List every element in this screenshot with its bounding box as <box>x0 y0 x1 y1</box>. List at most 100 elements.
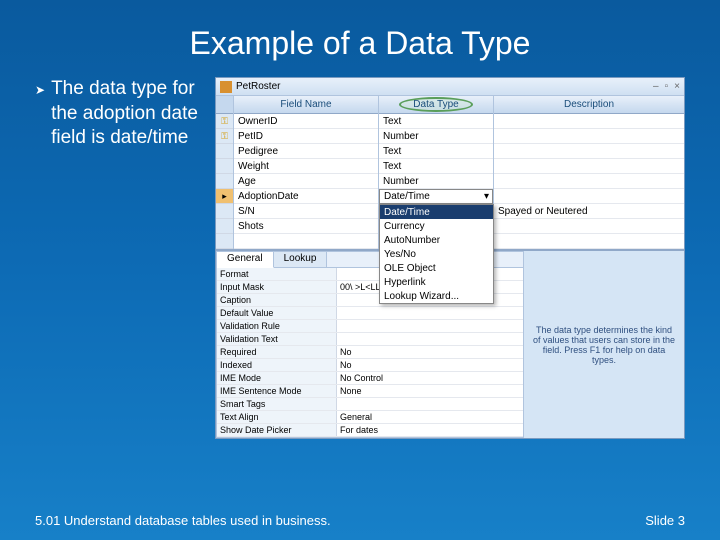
property-label: Validation Rule <box>217 320 337 332</box>
tab-general[interactable]: General <box>217 252 274 268</box>
hint-text: The data type determines the kind of val… <box>524 251 684 438</box>
property-label: Required <box>217 346 337 358</box>
row-selector-column: ⚿⚿ ▸ <box>216 96 234 249</box>
field-name-cell[interactable]: PetID <box>234 129 378 144</box>
close-icon[interactable]: × <box>674 81 680 92</box>
property-value[interactable] <box>337 333 523 345</box>
row-selector[interactable]: ⚿ <box>216 114 233 129</box>
maximize-icon[interactable]: ▫ <box>665 81 669 92</box>
dropdown-option[interactable]: Hyperlink <box>380 275 493 289</box>
property-label: IME Mode <box>217 372 337 384</box>
footer-right: Slide 3 <box>645 513 685 528</box>
data-type-dropdown[interactable]: Date/TimeCurrencyAutoNumberYes/NoOLE Obj… <box>379 204 494 304</box>
property-row: IndexedNo <box>217 359 523 372</box>
data-type-cell[interactable]: Text <box>379 159 493 174</box>
property-label: IME Sentence Mode <box>217 385 337 397</box>
row-selector[interactable] <box>216 219 233 234</box>
data-type-cell[interactable]: Text <box>379 114 493 129</box>
property-value[interactable] <box>337 307 523 319</box>
property-label: Validation Text <box>217 333 337 345</box>
field-design-grid: ⚿⚿ ▸ Field Name OwnerIDPetIDPedigreeWeigh… <box>216 96 684 249</box>
field-name-header: Field Name <box>234 96 378 114</box>
minimize-icon[interactable]: – <box>653 81 659 92</box>
property-row: Validation Rule <box>217 320 523 333</box>
screenshot-column: PetRoster – ▫ × ⚿⚿▸ Field Name OwnerIDPe… <box>215 77 685 439</box>
property-label: Indexed <box>217 359 337 371</box>
property-row: Smart Tags <box>217 398 523 411</box>
property-value[interactable]: General <box>337 411 523 423</box>
property-value[interactable] <box>337 398 523 410</box>
row-selector[interactable] <box>216 159 233 174</box>
bullet-column: ➤ The data type for the adoption date fi… <box>35 77 205 439</box>
data-type-column: Data Type TextNumberTextTextNumberDate/T… <box>379 96 494 249</box>
description-cell[interactable] <box>494 159 684 174</box>
row-selector[interactable] <box>216 144 233 159</box>
property-label: Show Date Picker <box>217 424 337 436</box>
field-name-cell[interactable]: S/N <box>234 204 378 219</box>
description-cell[interactable] <box>494 234 684 249</box>
field-name-cell[interactable]: Age <box>234 174 378 189</box>
tab-lookup[interactable]: Lookup <box>274 252 328 267</box>
property-label: Input Mask <box>217 281 337 293</box>
field-name-cell[interactable]: OwnerID <box>234 114 378 129</box>
dropdown-option[interactable]: Date/Time <box>380 205 493 219</box>
property-value[interactable]: For dates <box>337 424 523 436</box>
description-cell[interactable] <box>494 114 684 129</box>
description-cell[interactable] <box>494 189 684 204</box>
field-name-cell[interactable] <box>234 234 378 249</box>
access-table-design-window: PetRoster – ▫ × ⚿⚿▸ Field Name OwnerIDPe… <box>215 77 685 439</box>
description-cell[interactable] <box>494 219 684 234</box>
slide-title: Example of a Data Type <box>0 0 720 77</box>
property-label: Text Align <box>217 411 337 423</box>
data-type-cell[interactable]: Text <box>379 144 493 159</box>
dropdown-option[interactable]: Lookup Wizard... <box>380 289 493 303</box>
property-value[interactable]: No Control <box>337 372 523 384</box>
field-name-cell[interactable]: Pedigree <box>234 144 378 159</box>
property-row: Validation Text <box>217 333 523 346</box>
dropdown-option[interactable]: AutoNumber <box>380 233 493 247</box>
property-row: Default Value <box>217 307 523 320</box>
property-row: IME ModeNo Control <box>217 372 523 385</box>
property-label: Smart Tags <box>217 398 337 410</box>
table-icon <box>220 81 232 93</box>
row-selector[interactable]: ▸ <box>216 189 233 204</box>
window-titlebar: PetRoster – ▫ × <box>216 78 684 96</box>
field-name-cell[interactable]: Shots <box>234 219 378 234</box>
property-label: Caption <box>217 294 337 306</box>
description-header: Description <box>494 96 684 114</box>
slide-footer: 5.01 Understand database tables used in … <box>0 513 720 528</box>
description-cell[interactable] <box>494 144 684 159</box>
description-column: Description Spayed or Neutered <box>494 96 684 249</box>
row-selector[interactable] <box>216 234 233 249</box>
property-row: IME Sentence ModeNone <box>217 385 523 398</box>
description-cell[interactable] <box>494 174 684 189</box>
data-type-cell[interactable]: Date/Time ▾ <box>379 189 493 204</box>
property-label: Format <box>217 268 337 280</box>
row-selector[interactable] <box>216 174 233 189</box>
property-row: RequiredNo <box>217 346 523 359</box>
dropdown-option[interactable]: Yes/No <box>380 247 493 261</box>
window-title: PetRoster <box>236 81 280 92</box>
property-value[interactable]: No <box>337 346 523 358</box>
field-name-cell[interactable]: AdoptionDate <box>234 189 378 204</box>
property-value[interactable]: No <box>337 359 523 371</box>
field-name-cell[interactable]: Weight <box>234 159 378 174</box>
property-value[interactable]: None <box>337 385 523 397</box>
description-cell[interactable]: Spayed or Neutered <box>494 204 684 219</box>
dropdown-arrow-icon[interactable]: ▾ <box>484 191 489 202</box>
dropdown-option[interactable]: OLE Object <box>380 261 493 275</box>
dropdown-option[interactable]: Currency <box>380 219 493 233</box>
description-cell[interactable] <box>494 129 684 144</box>
bullet-arrow-icon: ➤ <box>35 83 45 97</box>
bullet-text: The data type for the adoption date fiel… <box>51 77 205 151</box>
row-selector[interactable]: ⚿ <box>216 129 233 144</box>
footer-left: 5.01 Understand database tables used in … <box>35 513 331 528</box>
property-value[interactable] <box>337 320 523 332</box>
data-type-header: Data Type <box>379 96 493 114</box>
data-type-cell[interactable]: Number <box>379 174 493 189</box>
data-type-cell[interactable]: Number <box>379 129 493 144</box>
field-name-column: Field Name OwnerIDPetIDPedigreeWeightAge… <box>234 96 379 249</box>
property-row: Text AlignGeneral <box>217 411 523 424</box>
row-selector[interactable] <box>216 204 233 219</box>
property-label: Default Value <box>217 307 337 319</box>
